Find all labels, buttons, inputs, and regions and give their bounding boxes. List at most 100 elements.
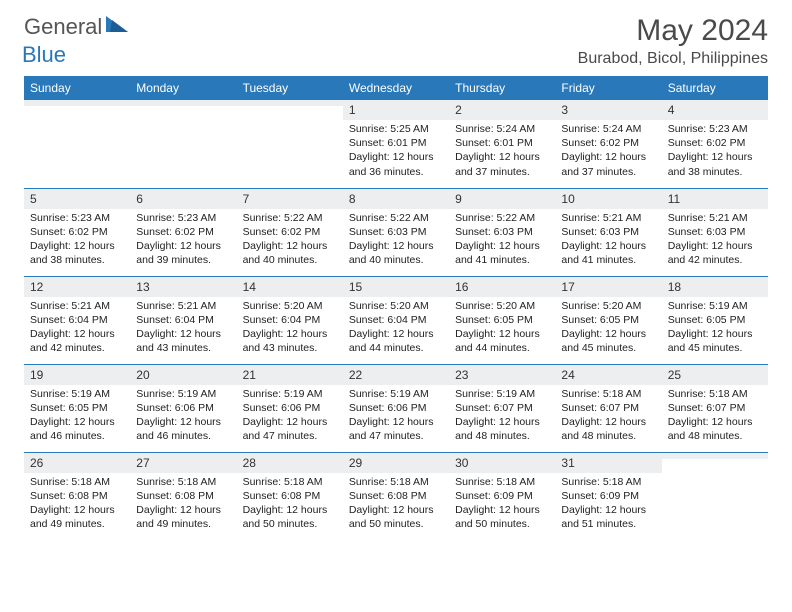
day-details: Sunrise: 5:19 AMSunset: 6:06 PMDaylight:… [343, 385, 449, 448]
day-details: Sunrise: 5:20 AMSunset: 6:05 PMDaylight:… [555, 297, 661, 360]
day-details: Sunrise: 5:19 AMSunset: 6:05 PMDaylight:… [662, 297, 768, 360]
sunset-text: Sunset: 6:03 PM [668, 225, 762, 239]
sunrise-text: Sunrise: 5:18 AM [30, 475, 124, 489]
sunset-text: Sunset: 6:09 PM [561, 489, 655, 503]
daylight-text: Daylight: 12 hours and 48 minutes. [668, 415, 762, 443]
sunrise-text: Sunrise: 5:19 AM [136, 387, 230, 401]
day-number: 9 [449, 189, 555, 209]
daylight-text: Daylight: 12 hours and 46 minutes. [30, 415, 124, 443]
day-details: Sunrise: 5:19 AMSunset: 6:05 PMDaylight:… [24, 385, 130, 448]
sunrise-text: Sunrise: 5:24 AM [561, 122, 655, 136]
header: General May 2024 Burabod, Bicol, Philipp… [0, 0, 792, 70]
sunrise-text: Sunrise: 5:20 AM [349, 299, 443, 313]
sunset-text: Sunset: 6:06 PM [349, 401, 443, 415]
sunset-text: Sunset: 6:05 PM [455, 313, 549, 327]
calendar-cell: 15Sunrise: 5:20 AMSunset: 6:04 PMDayligh… [343, 276, 449, 364]
sunrise-text: Sunrise: 5:18 AM [455, 475, 549, 489]
sunrise-text: Sunrise: 5:22 AM [349, 211, 443, 225]
sunrise-text: Sunrise: 5:18 AM [349, 475, 443, 489]
sunset-text: Sunset: 6:01 PM [455, 136, 549, 150]
day-details: Sunrise: 5:21 AMSunset: 6:03 PMDaylight:… [662, 209, 768, 272]
sunrise-text: Sunrise: 5:18 AM [561, 387, 655, 401]
day-number: 26 [24, 453, 130, 473]
day-number: 12 [24, 277, 130, 297]
calendar-cell: 18Sunrise: 5:19 AMSunset: 6:05 PMDayligh… [662, 276, 768, 364]
day-number: 28 [237, 453, 343, 473]
daylight-text: Daylight: 12 hours and 42 minutes. [668, 239, 762, 267]
day-number: 15 [343, 277, 449, 297]
day-number: 21 [237, 365, 343, 385]
sunrise-text: Sunrise: 5:21 AM [30, 299, 124, 313]
day-header: Sunday [24, 76, 130, 100]
month-title: May 2024 [578, 14, 768, 48]
day-details: Sunrise: 5:20 AMSunset: 6:04 PMDaylight:… [237, 297, 343, 360]
day-details: Sunrise: 5:18 AMSunset: 6:08 PMDaylight:… [24, 473, 130, 536]
day-details: Sunrise: 5:25 AMSunset: 6:01 PMDaylight:… [343, 120, 449, 183]
sunrise-text: Sunrise: 5:23 AM [668, 122, 762, 136]
calendar-cell: 19Sunrise: 5:19 AMSunset: 6:05 PMDayligh… [24, 364, 130, 452]
calendar-cell: 11Sunrise: 5:21 AMSunset: 6:03 PMDayligh… [662, 188, 768, 276]
daylight-text: Daylight: 12 hours and 51 minutes. [561, 503, 655, 531]
day-header: Friday [555, 76, 661, 100]
day-details: Sunrise: 5:18 AMSunset: 6:07 PMDaylight:… [555, 385, 661, 448]
calendar-cell: 2Sunrise: 5:24 AMSunset: 6:01 PMDaylight… [449, 100, 555, 188]
daylight-text: Daylight: 12 hours and 36 minutes. [349, 150, 443, 178]
daylight-text: Daylight: 12 hours and 39 minutes. [136, 239, 230, 267]
calendar-cell: 14Sunrise: 5:20 AMSunset: 6:04 PMDayligh… [237, 276, 343, 364]
day-number: 7 [237, 189, 343, 209]
day-details: Sunrise: 5:18 AMSunset: 6:08 PMDaylight:… [343, 473, 449, 536]
sunrise-text: Sunrise: 5:19 AM [30, 387, 124, 401]
sunset-text: Sunset: 6:06 PM [243, 401, 337, 415]
calendar-cell: 1Sunrise: 5:25 AMSunset: 6:01 PMDaylight… [343, 100, 449, 188]
day-header: Wednesday [343, 76, 449, 100]
calendar-cell: 29Sunrise: 5:18 AMSunset: 6:08 PMDayligh… [343, 452, 449, 540]
calendar-cell: 3Sunrise: 5:24 AMSunset: 6:02 PMDaylight… [555, 100, 661, 188]
sunrise-text: Sunrise: 5:19 AM [349, 387, 443, 401]
day-number: 18 [662, 277, 768, 297]
sunrise-text: Sunrise: 5:22 AM [243, 211, 337, 225]
sunset-text: Sunset: 6:04 PM [349, 313, 443, 327]
sunrise-text: Sunrise: 5:21 AM [561, 211, 655, 225]
daylight-text: Daylight: 12 hours and 37 minutes. [561, 150, 655, 178]
calendar-cell: 31Sunrise: 5:18 AMSunset: 6:09 PMDayligh… [555, 452, 661, 540]
sunset-text: Sunset: 6:08 PM [136, 489, 230, 503]
day-number: 25 [662, 365, 768, 385]
calendar-cell: 6Sunrise: 5:23 AMSunset: 6:02 PMDaylight… [130, 188, 236, 276]
daylight-text: Daylight: 12 hours and 42 minutes. [30, 327, 124, 355]
day-details: Sunrise: 5:18 AMSunset: 6:08 PMDaylight:… [237, 473, 343, 536]
daylight-text: Daylight: 12 hours and 47 minutes. [243, 415, 337, 443]
day-number: 30 [449, 453, 555, 473]
day-number [130, 100, 236, 106]
calendar-cell [237, 100, 343, 188]
daylight-text: Daylight: 12 hours and 48 minutes. [455, 415, 549, 443]
day-number: 23 [449, 365, 555, 385]
daylight-text: Daylight: 12 hours and 47 minutes. [349, 415, 443, 443]
location-text: Burabod, Bicol, Philippines [578, 50, 768, 68]
calendar-table: Sunday Monday Tuesday Wednesday Thursday… [24, 76, 768, 540]
day-details: Sunrise: 5:22 AMSunset: 6:02 PMDaylight:… [237, 209, 343, 272]
day-details: Sunrise: 5:18 AMSunset: 6:09 PMDaylight:… [555, 473, 661, 536]
sunset-text: Sunset: 6:07 PM [561, 401, 655, 415]
calendar-cell [24, 100, 130, 188]
calendar-cell: 20Sunrise: 5:19 AMSunset: 6:06 PMDayligh… [130, 364, 236, 452]
sunset-text: Sunset: 6:05 PM [30, 401, 124, 415]
day-number: 24 [555, 365, 661, 385]
day-number: 20 [130, 365, 236, 385]
calendar-cell: 21Sunrise: 5:19 AMSunset: 6:06 PMDayligh… [237, 364, 343, 452]
sunrise-text: Sunrise: 5:21 AM [668, 211, 762, 225]
sunrise-text: Sunrise: 5:18 AM [561, 475, 655, 489]
calendar-cell: 12Sunrise: 5:21 AMSunset: 6:04 PMDayligh… [24, 276, 130, 364]
calendar-cell: 4Sunrise: 5:23 AMSunset: 6:02 PMDaylight… [662, 100, 768, 188]
sunset-text: Sunset: 6:02 PM [136, 225, 230, 239]
sunset-text: Sunset: 6:01 PM [349, 136, 443, 150]
day-header: Tuesday [237, 76, 343, 100]
daylight-text: Daylight: 12 hours and 40 minutes. [349, 239, 443, 267]
daylight-text: Daylight: 12 hours and 50 minutes. [349, 503, 443, 531]
day-header: Thursday [449, 76, 555, 100]
calendar-cell: 23Sunrise: 5:19 AMSunset: 6:07 PMDayligh… [449, 364, 555, 452]
sunset-text: Sunset: 6:08 PM [30, 489, 124, 503]
daylight-text: Daylight: 12 hours and 46 minutes. [136, 415, 230, 443]
day-details: Sunrise: 5:24 AMSunset: 6:01 PMDaylight:… [449, 120, 555, 183]
calendar-cell: 24Sunrise: 5:18 AMSunset: 6:07 PMDayligh… [555, 364, 661, 452]
day-details: Sunrise: 5:18 AMSunset: 6:08 PMDaylight:… [130, 473, 236, 536]
